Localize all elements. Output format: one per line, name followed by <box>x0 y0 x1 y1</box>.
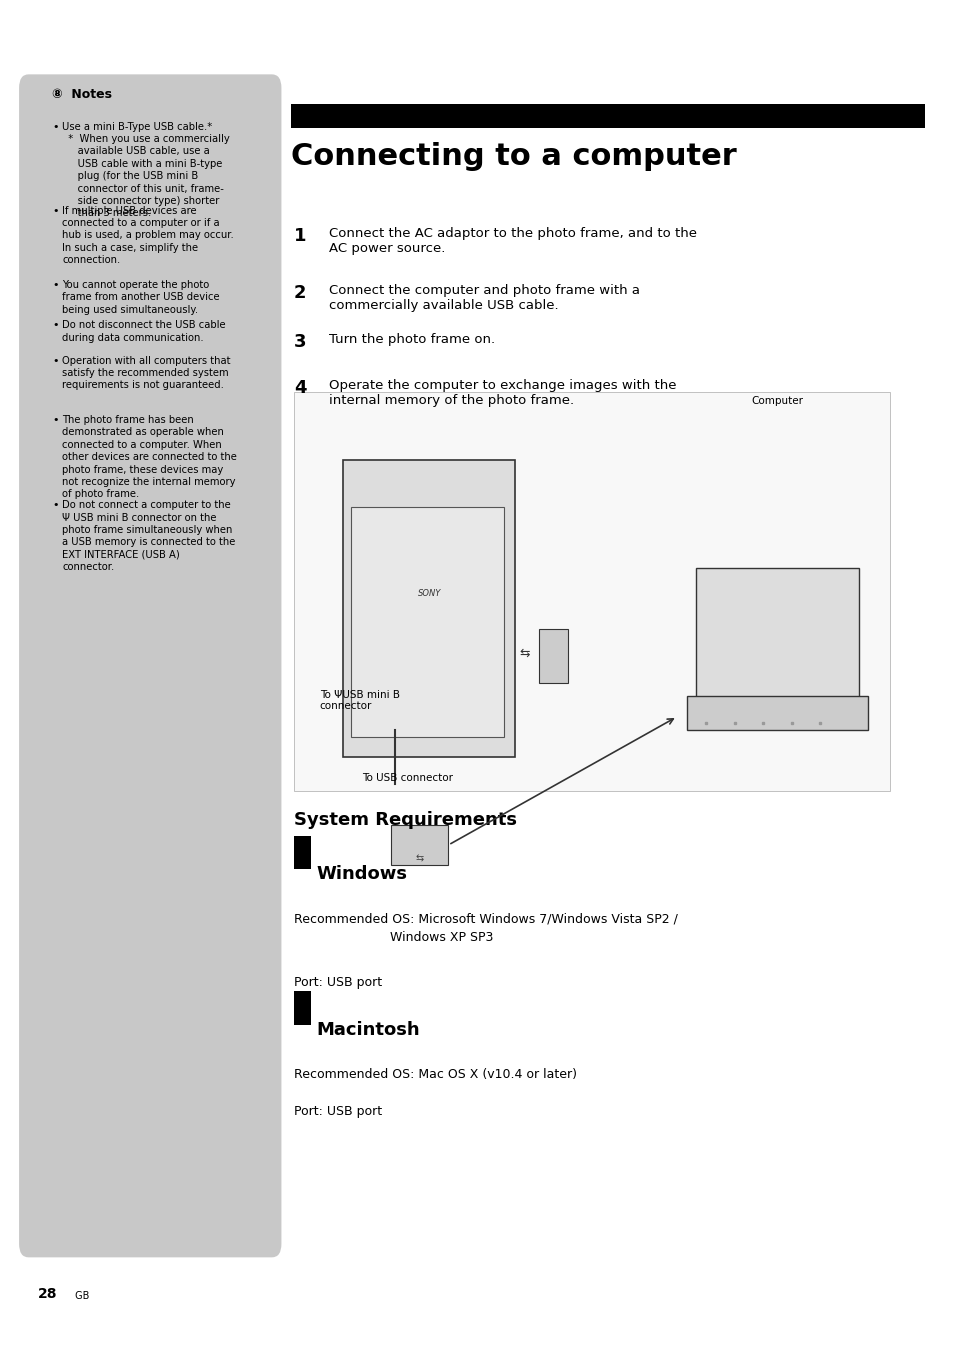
Bar <box>294 392 889 791</box>
Text: Operate the computer to exchange images with the
internal memory of the photo fr: Operate the computer to exchange images … <box>329 379 676 407</box>
Bar <box>686 696 867 730</box>
Text: To ΨUSB mini B
connector: To ΨUSB mini B connector <box>319 690 399 711</box>
Bar <box>391 825 448 865</box>
Text: To USB connector: To USB connector <box>362 773 453 783</box>
Text: 3: 3 <box>294 333 306 350</box>
Bar <box>696 568 858 703</box>
Text: Port: USB port: Port: USB port <box>294 1105 381 1118</box>
Text: 1: 1 <box>294 227 306 245</box>
Text: 2: 2 <box>294 284 306 301</box>
Text: Do not disconnect the USB cable
during data communication.: Do not disconnect the USB cable during d… <box>62 320 226 343</box>
Text: •: • <box>52 356 59 365</box>
Text: Operation with all computers that
satisfy the recommended system
requirements is: Operation with all computers that satisf… <box>62 356 231 391</box>
Text: •: • <box>52 500 59 510</box>
Text: You cannot operate the photo
frame from another USB device
being used simultaneo: You cannot operate the photo frame from … <box>62 280 219 315</box>
FancyBboxPatch shape <box>19 74 281 1257</box>
Text: The photo frame has been
demonstrated as operable when
connected to a computer. : The photo frame has been demonstrated as… <box>62 415 236 499</box>
Text: System Requirements: System Requirements <box>294 811 517 829</box>
Text: Use a mini B-Type USB cable.*
  *  When you use a commercially
     available US: Use a mini B-Type USB cable.* * When you… <box>62 122 230 219</box>
Bar <box>294 991 311 1025</box>
Text: •: • <box>52 320 59 330</box>
Bar <box>538 629 567 683</box>
Text: Macintosh: Macintosh <box>316 1021 420 1038</box>
Text: Recommended OS: Microsoft Windows 7/Windows Vista SP2 /
                        : Recommended OS: Microsoft Windows 7/Wind… <box>294 913 677 944</box>
Text: 28: 28 <box>38 1287 57 1301</box>
Text: •: • <box>52 280 59 289</box>
Text: If multiple USB devices are
connected to a computer or if a
hub is used, a probl: If multiple USB devices are connected to… <box>62 206 233 265</box>
Text: Connecting to a computer: Connecting to a computer <box>291 142 736 170</box>
Text: ⇆: ⇆ <box>416 853 423 864</box>
Text: SONY: SONY <box>417 589 440 598</box>
Text: Turn the photo frame on.: Turn the photo frame on. <box>329 333 495 346</box>
Text: Recommended OS: Mac OS X (v10.4 or later): Recommended OS: Mac OS X (v10.4 or later… <box>294 1068 577 1082</box>
Text: •: • <box>52 206 59 215</box>
Text: GB: GB <box>71 1291 89 1301</box>
Text: ⇆: ⇆ <box>518 646 530 660</box>
Text: Port: USB port: Port: USB port <box>294 976 381 990</box>
Bar <box>294 836 311 869</box>
Text: Do not connect a computer to the
Ψ USB mini B connector on the
photo frame simul: Do not connect a computer to the Ψ USB m… <box>62 500 235 572</box>
Text: Windows: Windows <box>316 865 407 883</box>
Bar <box>343 460 515 757</box>
Text: •: • <box>52 122 59 131</box>
Bar <box>351 507 503 737</box>
Text: Connect the AC adaptor to the photo frame, and to the
AC power source.: Connect the AC adaptor to the photo fram… <box>329 227 697 256</box>
Text: Computer: Computer <box>751 396 802 406</box>
Text: •: • <box>52 415 59 425</box>
Text: ⑧  Notes: ⑧ Notes <box>52 88 112 101</box>
Text: Connect the computer and photo frame with a
commercially available USB cable.: Connect the computer and photo frame wit… <box>329 284 639 312</box>
Text: 4: 4 <box>294 379 306 396</box>
Bar <box>291 104 924 128</box>
